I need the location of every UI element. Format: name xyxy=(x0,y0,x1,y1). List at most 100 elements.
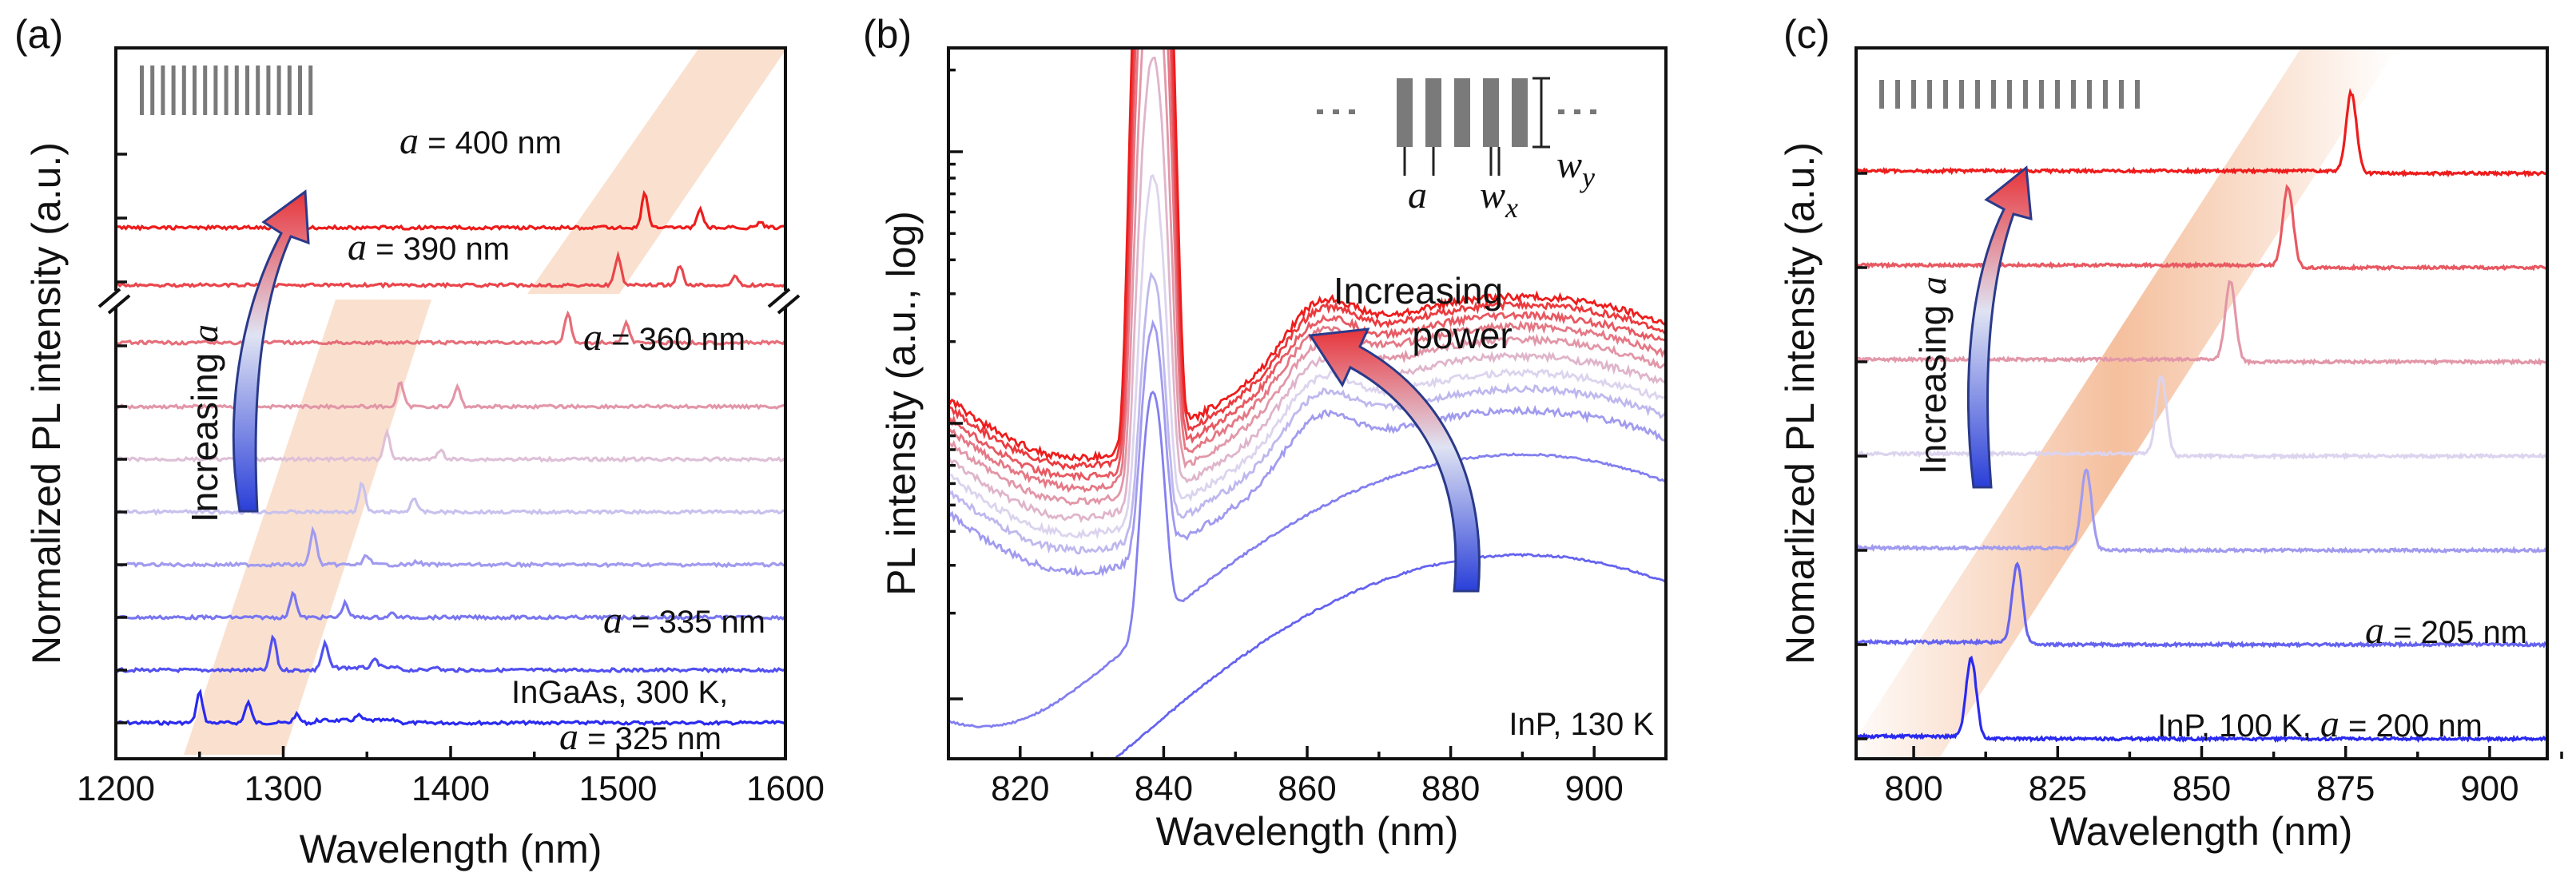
grating-bar xyxy=(256,65,260,115)
grating-bar xyxy=(2023,80,2028,109)
grating-bar xyxy=(1879,80,1884,109)
y-axis-title-b: PL intensity (a.u., log) xyxy=(879,211,924,596)
series-line xyxy=(116,310,785,347)
annot-a-325: a = 325 nm xyxy=(559,716,722,758)
panel-label-c: (c) xyxy=(1783,12,1830,57)
series-line xyxy=(948,48,1666,463)
grating-bar xyxy=(1991,80,1996,109)
x-tick-label: 825 xyxy=(2029,769,2087,808)
grating-bar xyxy=(2087,80,2092,109)
grating-bar xyxy=(1927,80,1932,109)
grating-bar xyxy=(245,65,249,115)
series-line xyxy=(116,427,785,463)
grating-bar xyxy=(1943,80,1948,109)
series-line xyxy=(1856,561,2547,649)
series-group-b xyxy=(948,48,1666,759)
grating-bar xyxy=(140,65,144,115)
grating-inset-a xyxy=(140,65,313,115)
series-line xyxy=(1856,375,2547,461)
ticks-c xyxy=(1856,172,2563,759)
annot-a-360: a = 360 nm xyxy=(583,316,745,359)
annot-c-material: InP, 100 K, a = 200 nm xyxy=(2157,703,2483,745)
grating-bar xyxy=(1895,80,1900,109)
tick-labels-a: 1200 1300 1400 1500 1600 xyxy=(77,769,825,808)
grating-bar xyxy=(234,65,239,115)
grating-bar xyxy=(1911,80,1916,109)
series-line xyxy=(116,381,785,411)
x-tick-label: 860 xyxy=(1278,769,1336,808)
annot-a-400: a = 400 nm xyxy=(400,120,562,162)
grating-inset-c xyxy=(1879,80,2140,109)
grating-bar xyxy=(298,65,302,115)
x-tick-label: 800 xyxy=(1884,769,1942,808)
grating-bar xyxy=(2119,80,2124,109)
annot-a-335: a = 335 nm xyxy=(603,599,765,641)
series-line xyxy=(116,590,785,621)
grating-bar xyxy=(193,65,197,115)
series-line xyxy=(948,56,1666,524)
x-tick-label: 1400 xyxy=(411,769,490,808)
grating-bar xyxy=(2103,80,2108,109)
arrow-increasing-power xyxy=(1308,327,1481,593)
inset-label-a: a xyxy=(1408,174,1427,216)
series-line xyxy=(948,173,1666,540)
series-line xyxy=(116,634,785,674)
series-line xyxy=(948,319,1666,577)
x-tick-label: 900 xyxy=(2460,769,2518,808)
grating-bar xyxy=(181,65,186,115)
arrow-increasing-a-c xyxy=(1966,165,2033,489)
annot-c-205: a = 205 nm xyxy=(2365,609,2527,652)
x-axis-title-b: Wavelength (nm) xyxy=(1156,809,1459,854)
x-tick-label: 820 xyxy=(991,769,1049,808)
grating-bar xyxy=(213,65,218,115)
series-line xyxy=(1112,553,1666,759)
grating-bar xyxy=(224,65,229,115)
x-tick-label: 900 xyxy=(1564,769,1623,808)
arrow-label-a: Increasing a xyxy=(184,324,225,522)
series-line xyxy=(1856,184,2547,272)
series-line xyxy=(948,48,1666,506)
series-line xyxy=(1856,468,2547,554)
arrow-label-c: Increasing a xyxy=(1912,276,1954,474)
x-tick-label: 840 xyxy=(1135,769,1193,808)
grating-bar xyxy=(308,65,313,115)
grating-inset-b: a wx wy xyxy=(1317,77,1598,224)
x-tick-label: 875 xyxy=(2316,769,2375,808)
grating-bar xyxy=(203,65,208,115)
series-line xyxy=(116,189,785,232)
grating-bar xyxy=(1975,80,1980,109)
band-a-upper xyxy=(527,48,785,294)
ticks-b xyxy=(948,68,1668,759)
grating-bar xyxy=(2071,80,2076,109)
grating-bar xyxy=(266,65,271,115)
x-axis-title-a: Wavelength (nm) xyxy=(300,827,602,871)
series-line xyxy=(116,526,785,569)
arrow-increasing-a xyxy=(232,189,310,513)
grating-bar xyxy=(2055,80,2060,109)
panel-label-b: (b) xyxy=(863,12,912,57)
annot-b-material: InP, 130 K xyxy=(1509,707,1654,742)
grating-bar xyxy=(276,65,281,115)
annot-a-390: a = 390 nm xyxy=(348,226,510,268)
x-axis-title-c: Wavelength (nm) xyxy=(2050,809,2353,854)
grating-bar xyxy=(150,65,155,115)
series-line xyxy=(948,48,1666,482)
arrow-label-b-line2: power xyxy=(1412,315,1512,356)
grating-bar xyxy=(2007,80,2012,109)
y-axis-title-c: Nomarlized PL intensity (a.u.) xyxy=(1778,142,1823,665)
grating-bar xyxy=(2039,80,2044,109)
band-a-lower xyxy=(184,300,431,755)
series-line xyxy=(948,272,1666,555)
series-group-c xyxy=(1856,88,2547,744)
series-line xyxy=(1856,655,2547,744)
series-line xyxy=(116,689,785,727)
series-line xyxy=(116,481,785,516)
inset-label-wx: wx xyxy=(1480,174,1518,224)
grating-bar xyxy=(287,65,292,115)
x-tick-label: 880 xyxy=(1421,769,1480,808)
annot-a-material: InGaAs, 300 K, xyxy=(511,675,728,710)
band-c xyxy=(1856,48,2397,759)
y-axis-break-a xyxy=(97,288,801,315)
series-line xyxy=(116,250,785,289)
